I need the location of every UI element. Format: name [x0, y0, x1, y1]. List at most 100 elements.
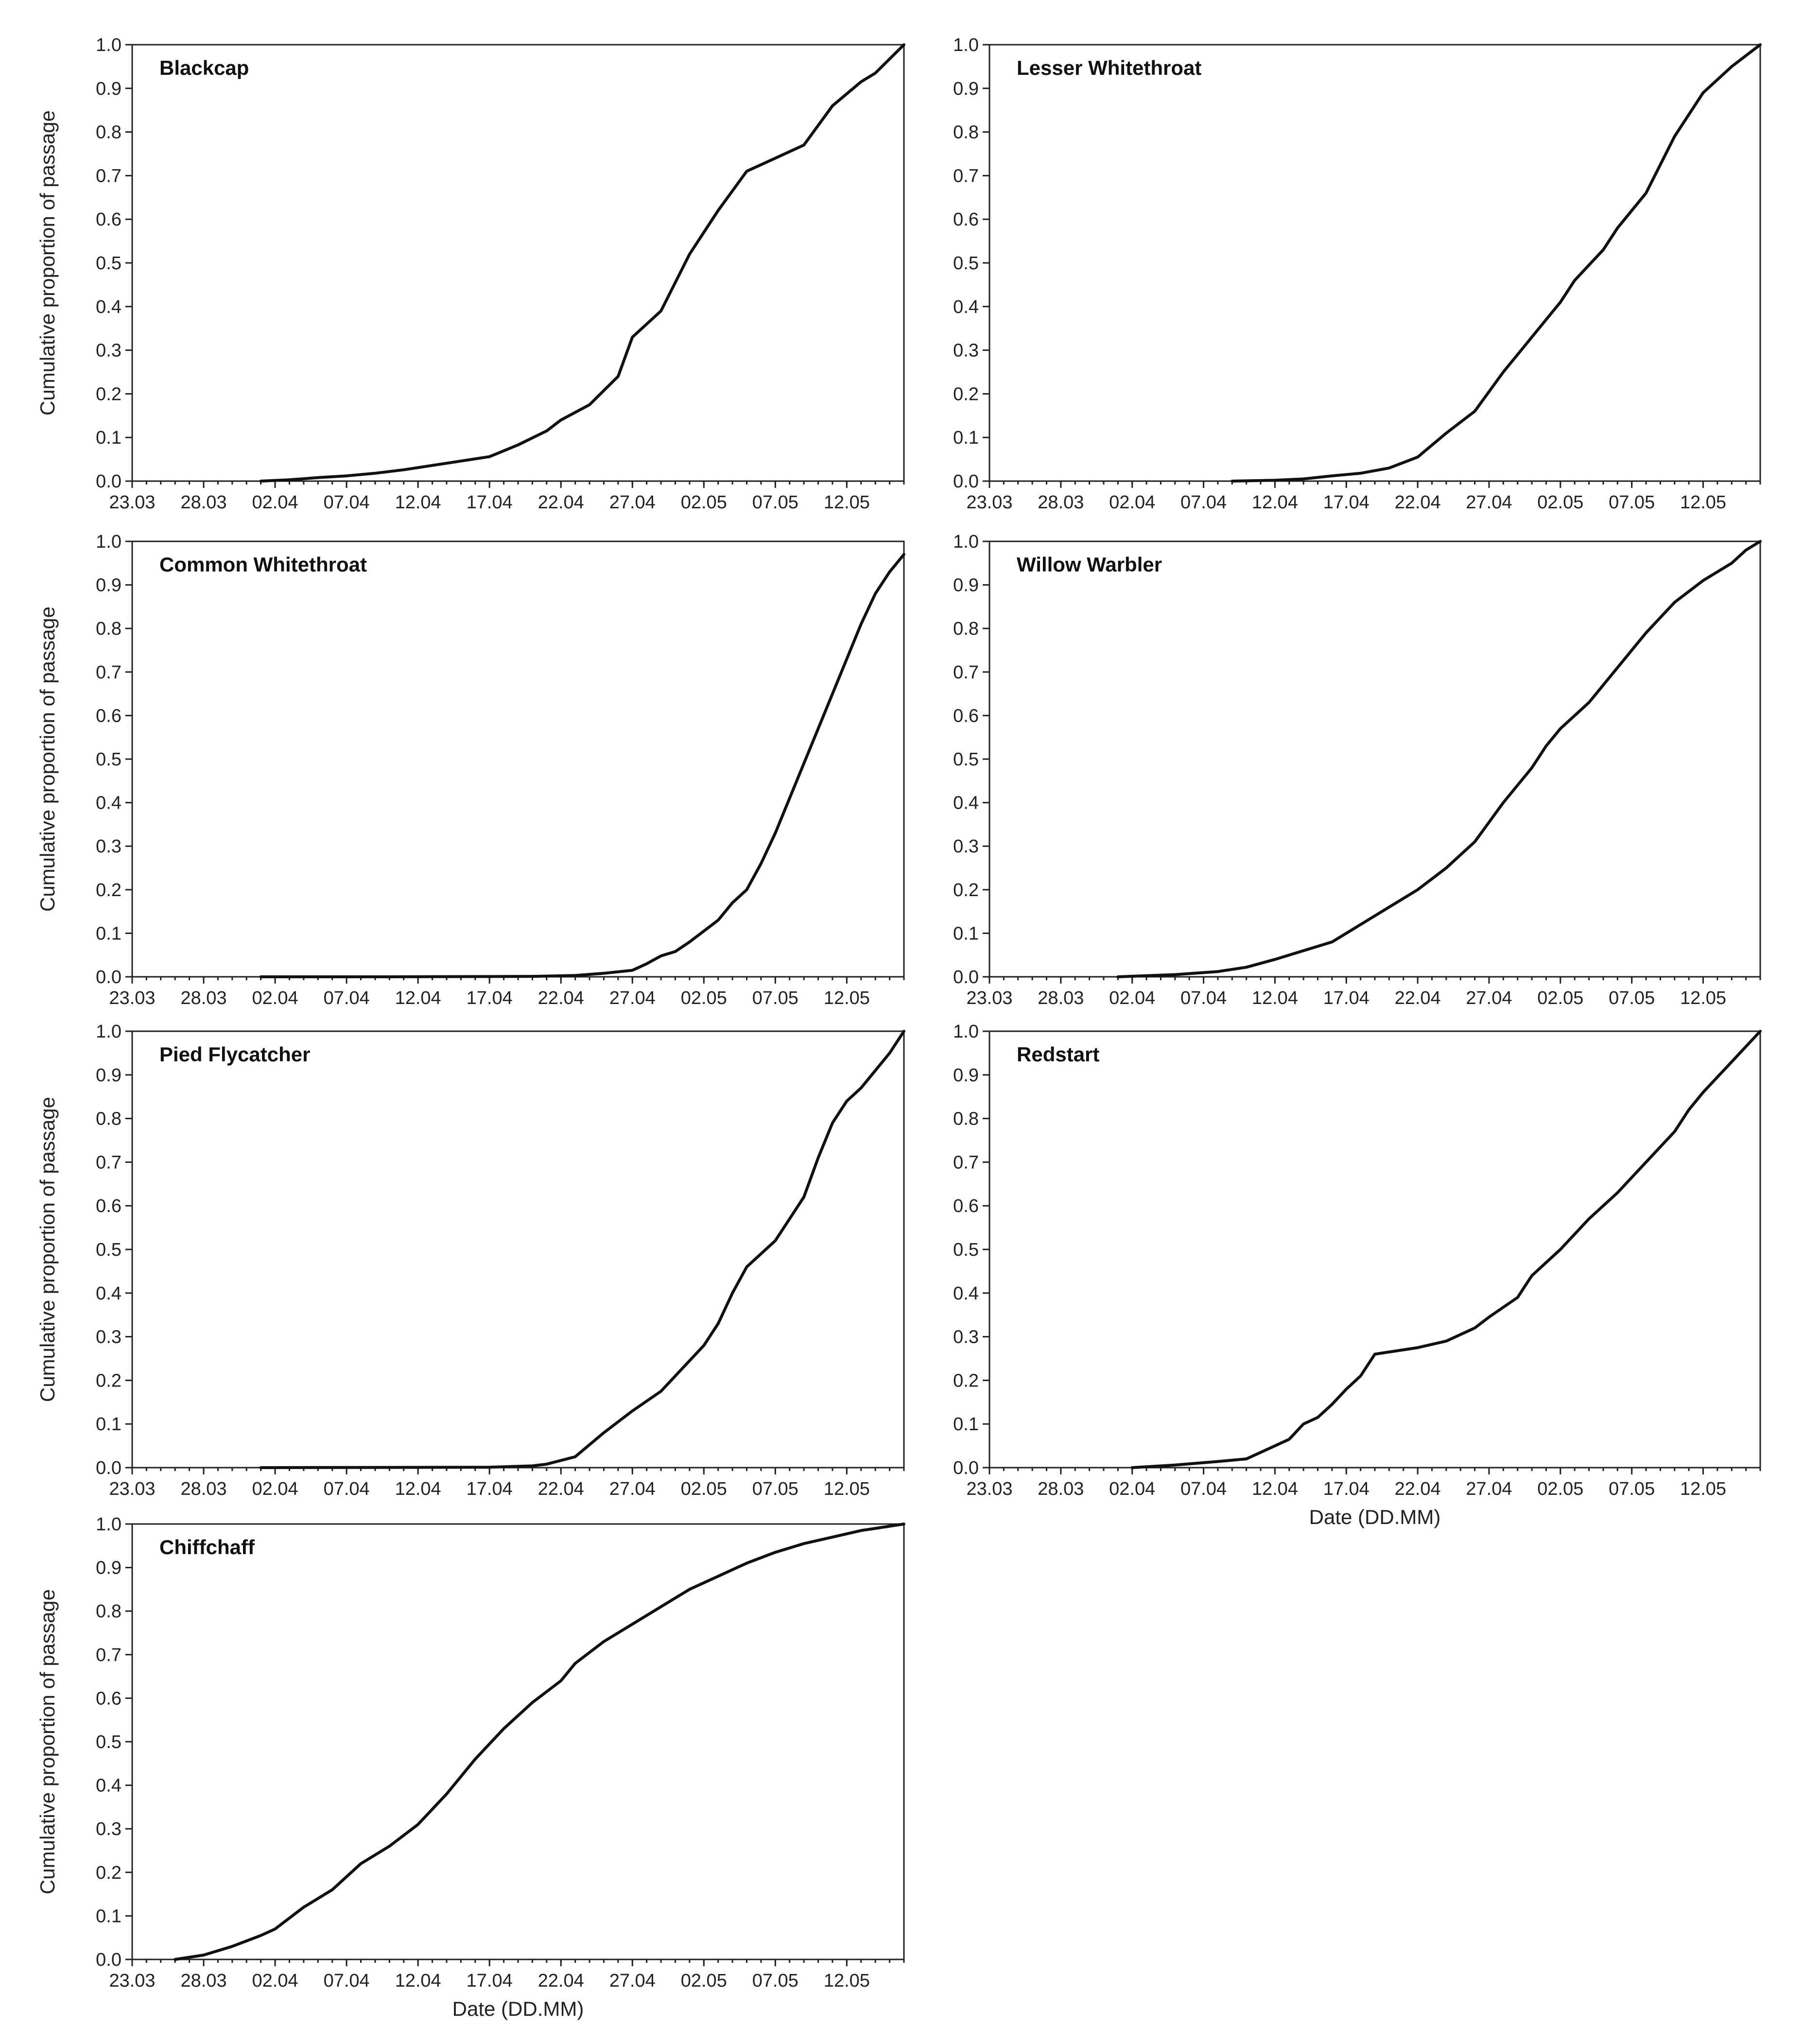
y-tick-label: 0.1	[953, 923, 979, 944]
y-tick-label: 0.8	[96, 122, 121, 143]
y-tick-label: 0.9	[96, 575, 121, 596]
x-tick-label: 02.05	[1537, 492, 1583, 513]
x-tick-label: 12.05	[1680, 1479, 1726, 1499]
x-tick-label: 28.03	[180, 1479, 226, 1499]
x-tick-label: 28.03	[1038, 492, 1084, 513]
y-tick-label: 0.3	[96, 1819, 121, 1839]
y-tick-label: 0.4	[953, 1283, 979, 1304]
y-tick-label: 0.7	[953, 1152, 979, 1173]
plot-frame	[988, 1030, 1761, 1469]
x-tick-label: 07.05	[1609, 988, 1655, 1008]
panel-title: Blackcap	[159, 56, 249, 79]
y-tick-label: 0.1	[96, 1414, 121, 1435]
y-tick-label: 0.6	[96, 1196, 121, 1216]
y-tick-label: 0.9	[953, 575, 979, 596]
x-tick-label: 22.04	[1395, 492, 1441, 513]
y-tick-label: 0.0	[96, 471, 121, 492]
plot-frame	[988, 44, 1761, 482]
y-tick-label: 0.7	[953, 662, 979, 683]
y-axis-label: Cumulative proportion of passage	[36, 1589, 59, 1894]
y-tick-label: 0.2	[96, 384, 121, 404]
x-tick-label: 07.04	[324, 492, 370, 513]
plot-frame	[131, 540, 905, 978]
y-tick-label: 0.2	[953, 1370, 979, 1391]
y-tick-label: 1.0	[96, 532, 121, 552]
y-tick-label: 1.0	[96, 35, 121, 55]
y-tick-label: 0.0	[96, 1950, 121, 1970]
x-tick-label: 07.05	[752, 1479, 798, 1499]
x-tick-label: 07.04	[324, 988, 370, 1008]
x-tick-label: 02.04	[252, 1971, 298, 1991]
x-tick-label: 27.04	[609, 492, 656, 513]
x-tick-label: 17.04	[1323, 492, 1370, 513]
x-tick-label: 07.05	[752, 988, 798, 1008]
y-tick-label: 0.2	[96, 1863, 121, 1883]
y-tick-label: 0.4	[96, 1776, 121, 1796]
x-tick-label: 02.05	[1537, 1479, 1583, 1499]
y-tick-label: 0.3	[953, 836, 979, 857]
x-tick-label: 02.04	[252, 988, 298, 1008]
y-tick-label: 0.3	[96, 341, 121, 361]
y-tick-label: 1.0	[953, 532, 979, 552]
y-tick-label: 0.9	[953, 79, 979, 99]
x-tick-label: 07.05	[752, 1971, 798, 1991]
x-tick-label: 27.04	[609, 1971, 656, 1991]
series-line	[259, 553, 905, 978]
x-tick-label: 28.03	[180, 1971, 226, 1991]
x-tick-label: 07.04	[1180, 988, 1227, 1008]
y-tick-label: 0.6	[96, 209, 121, 230]
x-tick-label: 07.05	[1609, 492, 1655, 513]
y-tick-label: 0.8	[96, 1601, 121, 1622]
x-tick-label: 12.05	[1680, 492, 1726, 513]
y-tick-label: 0.8	[953, 122, 979, 143]
x-tick-label: 22.04	[538, 988, 584, 1008]
y-tick-label: 0.6	[96, 1688, 121, 1709]
y-axis-label: Cumulative proportion of passage	[36, 1097, 59, 1402]
x-tick-label: 28.03	[180, 492, 226, 513]
x-tick-label: 02.05	[681, 1971, 727, 1991]
y-tick-label: 0.0	[953, 471, 979, 492]
y-tick-label: 1.0	[953, 35, 979, 55]
x-tick-label: 17.04	[1323, 1479, 1370, 1499]
series-line	[1116, 540, 1762, 978]
y-tick-label: 0.0	[953, 1458, 979, 1478]
y-tick-label: 0.6	[953, 706, 979, 726]
panel-title: Willow Warbler	[1017, 553, 1162, 576]
y-tick-label: 0.5	[953, 1240, 979, 1260]
x-tick-label: 12.04	[395, 492, 441, 513]
chart-panel: 0.0 0.1 0.2 0.3 0.4 0.5 0.6 0.7 0.8 0.9 1.0 23.03 28…	[36, 35, 905, 513]
plot-frame	[131, 44, 905, 482]
chart-panel: 0.0 0.1 0.2 0.3 0.4 0.5 0.6 0.7 0.8 0.9 1.0 23.03 28…	[36, 1022, 905, 1499]
y-tick-label: 1.0	[96, 1022, 121, 1042]
x-tick-label: 12.05	[824, 988, 870, 1008]
panel-title: Common Whitethroat	[159, 553, 367, 576]
chart-panel: 0.0 0.1 0.2 0.3 0.4 0.5 0.6 0.7 0.8 0.9 1.0 23.03 28…	[953, 1022, 1762, 1528]
x-tick-label: 28.03	[1038, 988, 1084, 1008]
x-tick-label: 02.05	[1537, 988, 1583, 1008]
y-tick-label: 0.1	[96, 428, 121, 448]
x-axis-label: Date (DD.MM)	[1309, 1506, 1441, 1528]
y-tick-label: 0.9	[96, 1065, 121, 1086]
y-tick-label: 0.4	[953, 297, 979, 317]
x-tick-label: 22.04	[1395, 988, 1441, 1008]
x-tick-label: 02.04	[252, 1479, 298, 1499]
y-tick-label: 0.2	[96, 1370, 121, 1391]
y-tick-label: 0.1	[96, 1906, 121, 1926]
y-tick-label: 0.5	[96, 1732, 121, 1752]
y-tick-label: 0.2	[953, 384, 979, 404]
x-tick-label: 23.03	[966, 492, 1012, 513]
series-line	[1231, 43, 1762, 483]
x-tick-label: 07.04	[1180, 492, 1227, 513]
y-tick-label: 0.8	[953, 619, 979, 639]
y-tick-label: 0.8	[96, 1109, 121, 1129]
y-tick-label: 0.8	[953, 1109, 979, 1129]
x-tick-label: 02.04	[1109, 988, 1155, 1008]
y-tick-label: 0.5	[96, 1240, 121, 1260]
y-tick-label: 0.0	[96, 1458, 121, 1478]
x-axis-label: Date (DD.MM)	[452, 1997, 584, 2020]
y-tick-label: 0.9	[96, 79, 121, 99]
series-line	[259, 1030, 905, 1469]
x-tick-label: 02.04	[1109, 1479, 1155, 1499]
y-tick-label: 1.0	[953, 1022, 979, 1042]
plot-frame	[131, 1030, 905, 1469]
